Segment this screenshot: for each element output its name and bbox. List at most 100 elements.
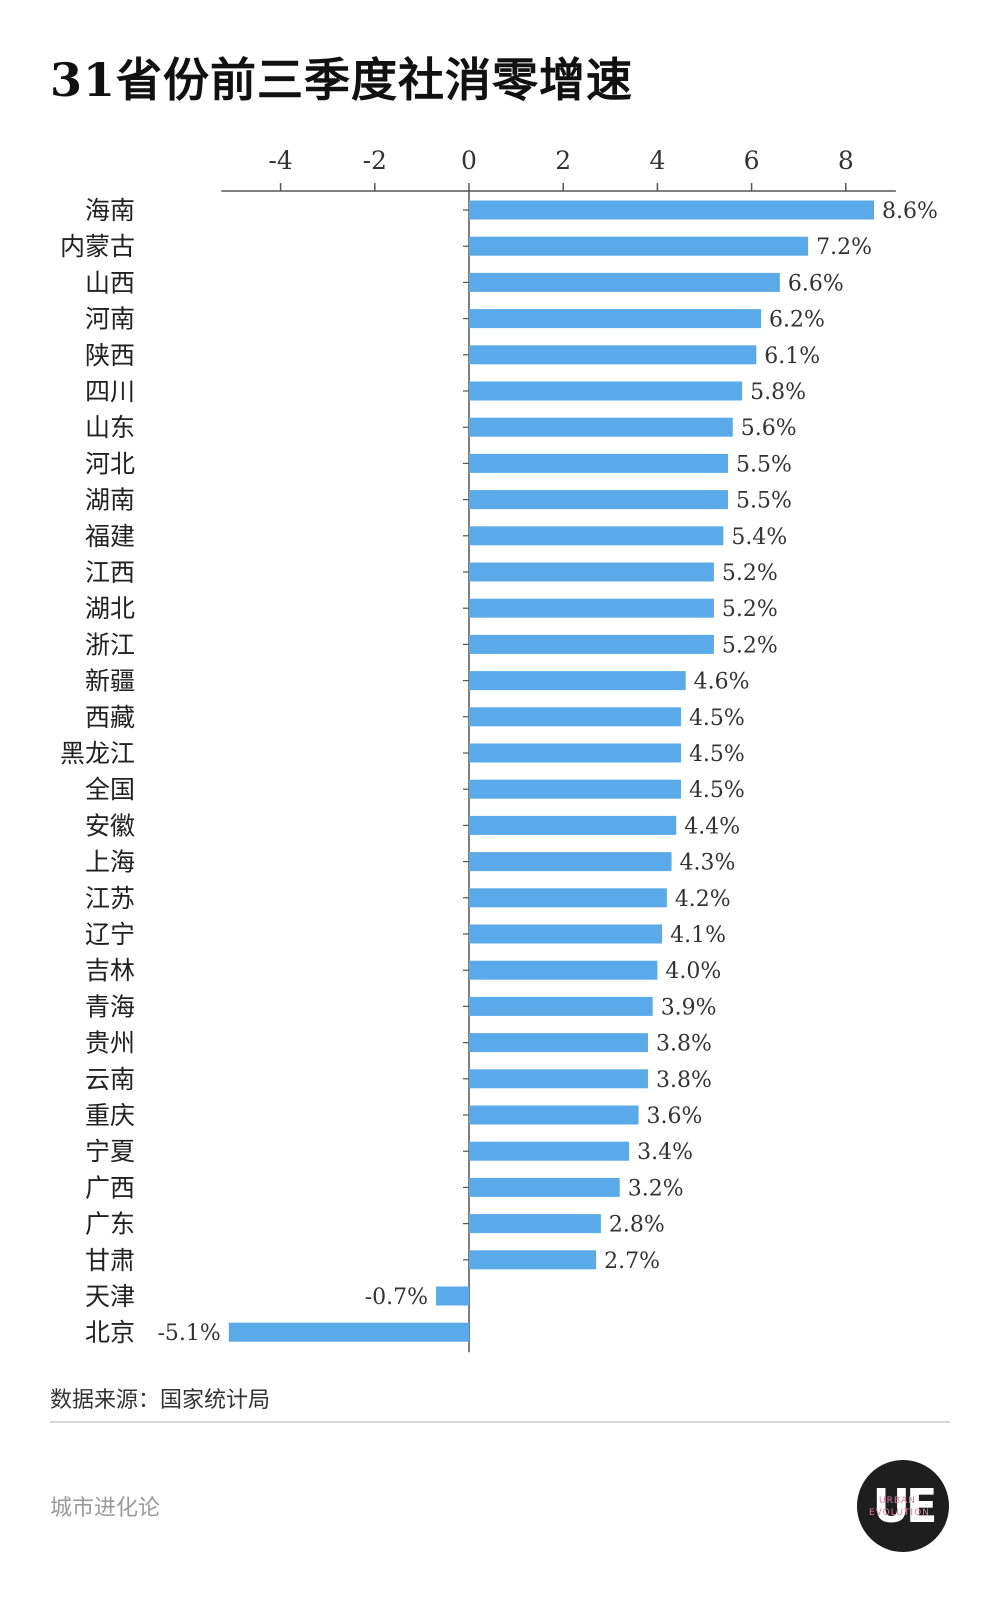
data-label: 5.4% (731, 525, 787, 550)
data-label: 6.6% (788, 271, 844, 296)
category-label: 河南 (85, 305, 135, 334)
bar (469, 888, 667, 908)
bar (469, 598, 714, 618)
category-label: 安徽 (85, 811, 135, 840)
bar (469, 815, 677, 835)
bar (469, 453, 729, 473)
x-tick-label: 8 (838, 146, 854, 175)
bar (469, 417, 733, 437)
category-label: 浙江 (85, 630, 135, 659)
bar (469, 1214, 601, 1234)
bar (469, 960, 658, 980)
category-label: 山西 (85, 268, 135, 297)
bar (469, 1069, 648, 1089)
x-tick-label: 6 (744, 146, 760, 175)
category-label: 西藏 (85, 703, 135, 732)
data-label: 4.4% (684, 814, 740, 839)
data-label: 3.8% (656, 1032, 712, 1057)
bar (469, 1033, 648, 1053)
category-label: 新疆 (85, 667, 135, 696)
data-label: 4.2% (675, 887, 731, 912)
data-label: 7.2% (816, 235, 872, 260)
category-label: 福建 (85, 522, 135, 551)
bar (469, 236, 809, 256)
data-label: 8.6% (882, 199, 938, 224)
bar (469, 1105, 639, 1125)
category-label: 湖北 (85, 594, 135, 623)
brand-name: 城市进化论 (50, 1496, 161, 1521)
bar (436, 1286, 469, 1306)
category-label: 山东 (85, 413, 135, 442)
x-tick-label: 2 (555, 146, 571, 175)
category-label: 云南 (85, 1065, 135, 1094)
bar (469, 526, 724, 546)
bar (469, 200, 875, 220)
bar (469, 309, 762, 329)
bar (469, 1250, 597, 1270)
data-label: 5.6% (741, 416, 797, 441)
data-label: 2.7% (604, 1249, 660, 1274)
category-label: 湖南 (85, 486, 135, 515)
category-label: 辽宁 (85, 920, 135, 949)
data-label: -5.1% (157, 1321, 220, 1346)
data-source: 数据来源：国家统计局 (50, 1388, 271, 1413)
bar (469, 671, 686, 691)
category-label: 北京 (85, 1318, 135, 1347)
bar (469, 345, 757, 365)
data-label: 2.8% (609, 1213, 665, 1238)
data-label: 4.5% (689, 742, 745, 767)
data-label: 4.5% (689, 706, 745, 731)
bar (469, 924, 663, 944)
bar (469, 707, 681, 727)
category-label: 内蒙古 (60, 232, 135, 261)
x-tick-label: 4 (649, 146, 665, 175)
category-label: 广西 (85, 1173, 135, 1202)
data-label: 4.1% (670, 923, 726, 948)
data-label: 3.2% (628, 1176, 684, 1201)
category-label: 江苏 (85, 884, 135, 913)
category-label: 广东 (85, 1210, 135, 1239)
data-label: 5.5% (736, 452, 792, 477)
bar (469, 1177, 620, 1197)
bars (228, 200, 875, 1342)
category-label: 重庆 (85, 1101, 135, 1130)
data-label: 4.3% (680, 851, 736, 876)
data-label: 5.5% (736, 489, 792, 514)
category-labels: 海南内蒙古山西河南陕西四川山东河北湖南福建江西湖北浙江新疆西藏黑龙江全国安徽上海… (60, 196, 135, 1347)
data-label: 4.6% (694, 670, 750, 695)
bar (469, 996, 653, 1016)
logo-mark: UE (872, 1479, 938, 1533)
data-label: 5.8% (750, 380, 806, 405)
chart-title: 31省份前三季度社消零增速 (50, 53, 634, 107)
bar (469, 562, 714, 582)
bar (469, 852, 672, 872)
data-label: 3.9% (661, 995, 717, 1020)
category-label: 全国 (85, 775, 135, 804)
data-label: 5.2% (722, 561, 778, 586)
category-label: 宁夏 (85, 1137, 135, 1166)
x-tick-label: -2 (363, 146, 387, 175)
x-tick-label: -4 (268, 146, 292, 175)
category-label: 青海 (85, 992, 135, 1021)
data-label: 5.2% (722, 633, 778, 658)
footer-divider (50, 1421, 950, 1423)
data-label: 6.2% (769, 308, 825, 333)
category-label: 江西 (85, 558, 135, 587)
bar (228, 1322, 469, 1342)
brand-logo: UE URBAN EVOLUTION (857, 1460, 949, 1552)
category-label: 贵州 (85, 1029, 135, 1058)
category-label: 陕西 (85, 341, 135, 370)
logo-line-2: EVOLUTION (869, 1508, 930, 1518)
category-label: 黑龙江 (60, 739, 135, 768)
category-label: 甘肃 (85, 1246, 135, 1275)
category-label: 四川 (85, 377, 135, 406)
category-label: 河北 (85, 449, 135, 478)
category-label: 上海 (85, 848, 135, 877)
data-label: -0.7% (365, 1285, 428, 1310)
data-label: 3.6% (647, 1104, 703, 1129)
bar (469, 490, 729, 510)
data-label: 3.4% (637, 1140, 693, 1165)
bar (469, 272, 780, 292)
bar (469, 634, 714, 654)
category-label: 海南 (85, 196, 135, 225)
